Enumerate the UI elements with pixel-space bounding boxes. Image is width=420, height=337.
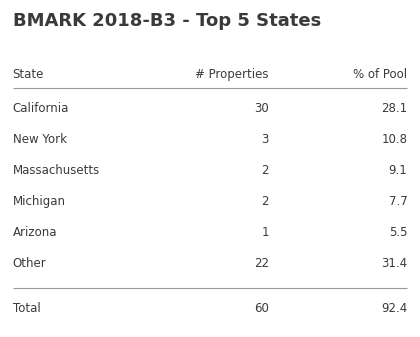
Text: 60: 60 xyxy=(254,302,269,315)
Text: BMARK 2018-B3 - Top 5 States: BMARK 2018-B3 - Top 5 States xyxy=(13,12,321,30)
Text: Massachusetts: Massachusetts xyxy=(13,164,100,177)
Text: 10.8: 10.8 xyxy=(381,133,407,146)
Text: 22: 22 xyxy=(254,257,269,270)
Text: 3: 3 xyxy=(261,133,269,146)
Text: 9.1: 9.1 xyxy=(388,164,407,177)
Text: 2: 2 xyxy=(261,195,269,208)
Text: 28.1: 28.1 xyxy=(381,102,407,115)
Text: Arizona: Arizona xyxy=(13,226,57,239)
Text: 2: 2 xyxy=(261,164,269,177)
Text: 92.4: 92.4 xyxy=(381,302,407,315)
Text: Other: Other xyxy=(13,257,46,270)
Text: State: State xyxy=(13,68,44,81)
Text: % of Pool: % of Pool xyxy=(353,68,407,81)
Text: 30: 30 xyxy=(254,102,269,115)
Text: # Properties: # Properties xyxy=(195,68,269,81)
Text: California: California xyxy=(13,102,69,115)
Text: Michigan: Michigan xyxy=(13,195,66,208)
Text: 1: 1 xyxy=(261,226,269,239)
Text: 7.7: 7.7 xyxy=(388,195,407,208)
Text: New York: New York xyxy=(13,133,67,146)
Text: 31.4: 31.4 xyxy=(381,257,407,270)
Text: Total: Total xyxy=(13,302,40,315)
Text: 5.5: 5.5 xyxy=(389,226,407,239)
